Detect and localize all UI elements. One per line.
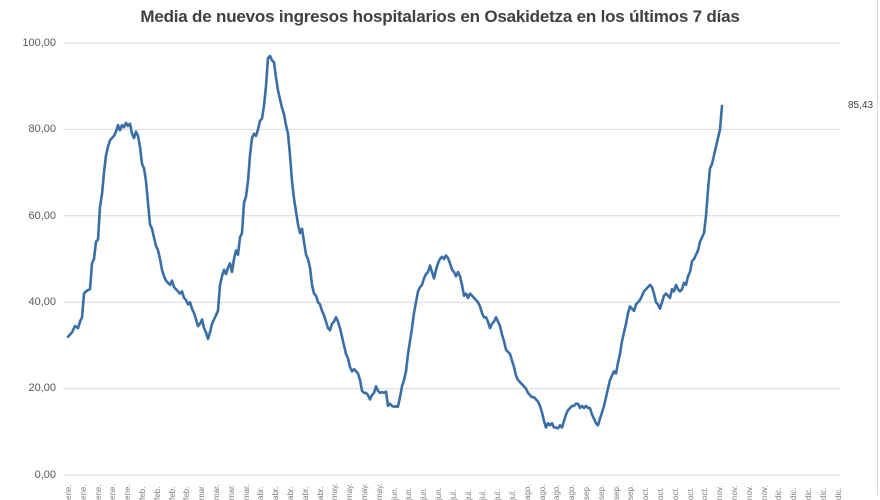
x-tick-label: dic. <box>774 487 784 500</box>
x-tick-label: sep. <box>596 484 606 500</box>
x-tick-label: feb. <box>152 486 162 500</box>
x-tick-label: mar. <box>212 484 221 500</box>
x-tick-label: ene. <box>78 484 88 500</box>
x-tick-label: abr. <box>300 486 310 500</box>
x-tick-label: sep. <box>611 484 621 500</box>
x-tick-label: ago. <box>567 484 577 500</box>
series-line <box>66 54 724 430</box>
gridlines <box>63 42 840 476</box>
x-tick-label: ene. <box>64 484 73 500</box>
y-tick-label: 40,00 <box>28 296 56 308</box>
x-tick-label: dic. <box>789 487 799 500</box>
x-tick-label: nov. <box>744 485 754 500</box>
x-tick-label: may. <box>345 483 355 500</box>
x-tick-label: nov. <box>759 485 769 500</box>
x-tick-label: abr. <box>256 486 266 500</box>
x-tick-label: dic. <box>818 487 828 500</box>
x-tick-label: ago. <box>522 484 532 500</box>
x-tick-label: oct. <box>670 487 680 500</box>
x-tick-label: nov. <box>730 485 739 500</box>
x-tick-label: feb. <box>167 486 177 500</box>
x-tick-label: abr. <box>271 486 281 500</box>
x-tick-label: feb. <box>182 486 192 500</box>
x-tick-label: mar. <box>197 484 207 500</box>
x-tick-label: ene. <box>123 484 133 500</box>
x-tick-label: ago. <box>552 484 562 500</box>
chart-border <box>877 0 878 495</box>
end-value-label: 85,43 <box>848 100 874 111</box>
x-tick-label: may. <box>360 483 369 500</box>
x-tick-label: feb. <box>138 486 147 500</box>
x-tick-label: nov. <box>715 485 725 500</box>
y-tick-label: 60,00 <box>28 210 56 222</box>
x-tick-label: mar. <box>241 484 251 500</box>
x-tick-label: jun. <box>419 487 429 500</box>
x-tick-label: sep. <box>626 484 636 500</box>
x-tick-label: jun. <box>404 487 414 500</box>
y-tick-label: 80,00 <box>28 123 56 135</box>
x-tick-label: dic. <box>804 487 813 500</box>
x-tick-label: oct. <box>641 487 651 500</box>
x-tick-label: may. <box>330 483 340 500</box>
x-tick-label: jun. <box>389 487 399 500</box>
x-tick-label: mar. <box>226 484 236 500</box>
x-tick-label: oct. <box>656 487 665 500</box>
y-tick-label: 20,00 <box>28 382 56 394</box>
y-tick-label: 100,00 <box>22 37 56 49</box>
x-tick-label: jun. <box>434 487 443 500</box>
x-tick-label: abr. <box>315 486 325 500</box>
x-tick-label: oct. <box>700 487 710 500</box>
x-tick-label: may. <box>374 483 384 500</box>
x-tick-label: abr. <box>286 486 295 500</box>
x-tick-label: ene. <box>93 484 103 500</box>
x-tick-label: dic. <box>833 487 843 500</box>
y-tick-label: 0,00 <box>34 469 56 481</box>
x-tick-label: sep. <box>582 484 591 500</box>
chart-title: Media de nuevos ingresos hospitalarios e… <box>140 7 740 26</box>
x-tick-label: ago. <box>537 484 547 500</box>
x-tick-label: oct. <box>685 487 695 500</box>
x-tick-label: ene. <box>108 484 118 500</box>
